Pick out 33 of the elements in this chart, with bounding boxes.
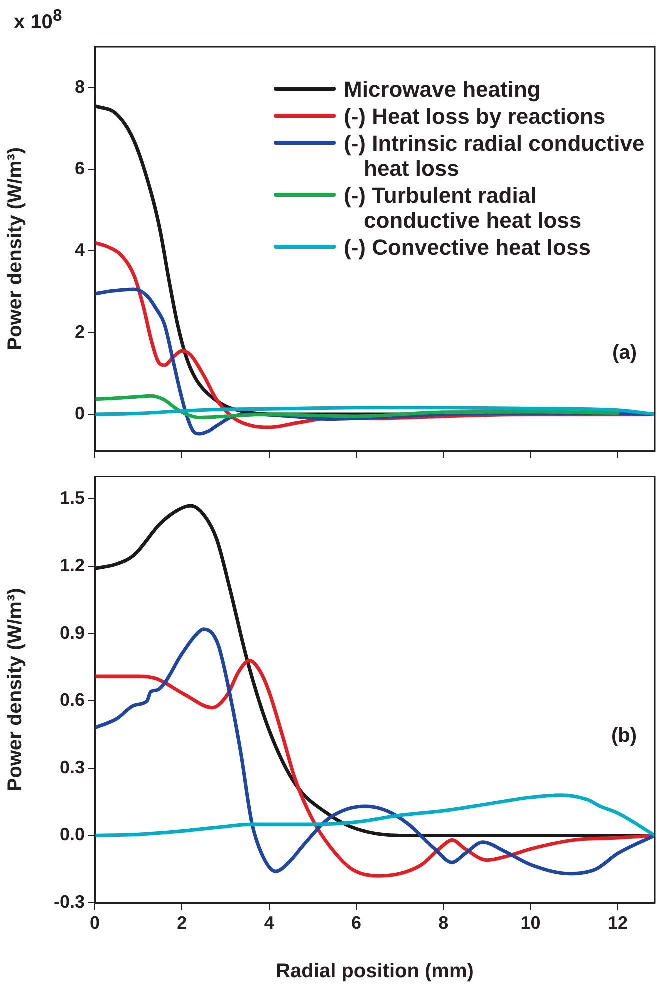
x-tick-label: 8 — [438, 912, 449, 933]
annotation: (a) — [612, 342, 637, 366]
legend-label: (-) Heat loss by reactions — [344, 104, 607, 129]
x-tick-label: 0 — [90, 912, 100, 933]
annotation: (b) — [611, 724, 637, 748]
y-tick-label: 1.5 — [60, 488, 85, 508]
y-tick-label: 0 — [74, 403, 85, 424]
y-tick-label: -0.3 — [54, 892, 85, 912]
legend-label: (-) Convective heat loss — [344, 235, 592, 260]
y-axis-title: Power density (W/m³) — [4, 588, 27, 792]
text: x 10$^{8}$ — [14, 6, 62, 35]
y-axis-title: Power density (W/m³) — [4, 147, 27, 351]
x-tick-label: 2 — [177, 912, 188, 933]
x-tick-label: 6 — [351, 912, 362, 933]
y-tick-label: 1.2 — [60, 555, 85, 576]
line-series — [95, 794, 655, 838]
y-tick-label: 6 — [74, 158, 85, 178]
y-tick-label: 0.3 — [60, 757, 85, 778]
y-tick-label: 2 — [74, 322, 85, 342]
line-series — [95, 394, 620, 420]
y-tick-label: 4 — [74, 240, 85, 260]
legend-label: Microwave heating — [344, 77, 542, 102]
y-tick-label: 0.9 — [60, 622, 85, 643]
y-tick-label: 8 — [74, 76, 85, 97]
x-tick-label: 12 — [608, 912, 628, 933]
y-tick-label: 0.6 — [60, 690, 85, 710]
line-series — [95, 406, 655, 416]
x-tick-label: 10 — [520, 912, 541, 933]
x-tick-label: 4 — [264, 912, 274, 933]
legend-label: (-) Turbulent radial conductive heat loss — [344, 183, 583, 233]
legend-label: (-) Intrinsic radial conductive heat loss — [344, 131, 646, 181]
y-tick-label: 0.0 — [60, 824, 85, 845]
x-axis-title: Radial position (mm) — [276, 960, 474, 983]
